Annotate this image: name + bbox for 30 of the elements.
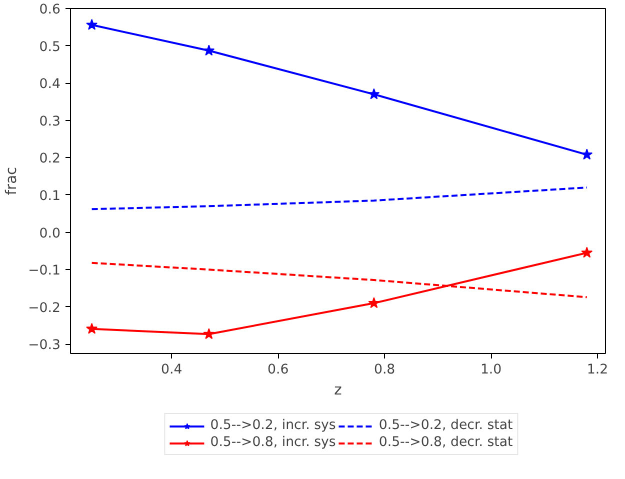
point — [86, 18, 98, 30]
legend-label: 0.5-->0.8, incr. sys — [210, 435, 336, 450]
x-axis-title: z — [334, 382, 342, 398]
y-tick-label: 0.2 — [39, 152, 61, 167]
y-tick-label: 0.5 — [39, 40, 61, 55]
y-tick-label: 0.1 — [39, 188, 61, 204]
legend-label: 0.5-->0.8, decr. stat — [378, 435, 513, 450]
y-tick-label: 0.3 — [39, 114, 61, 130]
legend-label: 0.5-->0.2, decr. stat — [378, 418, 513, 433]
x-tick-label: 0.6 — [268, 362, 289, 378]
legend-label: 0.5-->0.2, incr. sys — [210, 418, 336, 433]
line-series — [90, 186, 588, 210]
point — [203, 328, 215, 340]
x-tick-label: 0.8 — [374, 362, 396, 378]
y-axis-title: frac — [3, 166, 20, 196]
point — [86, 322, 98, 334]
y-tick-label: −0.1 — [28, 264, 61, 279]
y-tick-label: −0.3 — [28, 338, 61, 354]
x-tick-label: 1.0 — [480, 362, 502, 378]
y-tick-label: −0.2 — [28, 300, 61, 316]
y-tick-label: 0.4 — [39, 77, 61, 92]
point — [581, 246, 593, 258]
point — [203, 44, 215, 56]
x-tick-label: 0.4 — [161, 362, 182, 378]
y-tick-label: 0.0 — [39, 226, 61, 242]
point — [368, 297, 380, 308]
x-tick-label: 1.2 — [586, 362, 608, 378]
y-tick-label: 0.6 — [39, 2, 61, 18]
point — [581, 148, 593, 160]
point — [368, 88, 380, 100]
